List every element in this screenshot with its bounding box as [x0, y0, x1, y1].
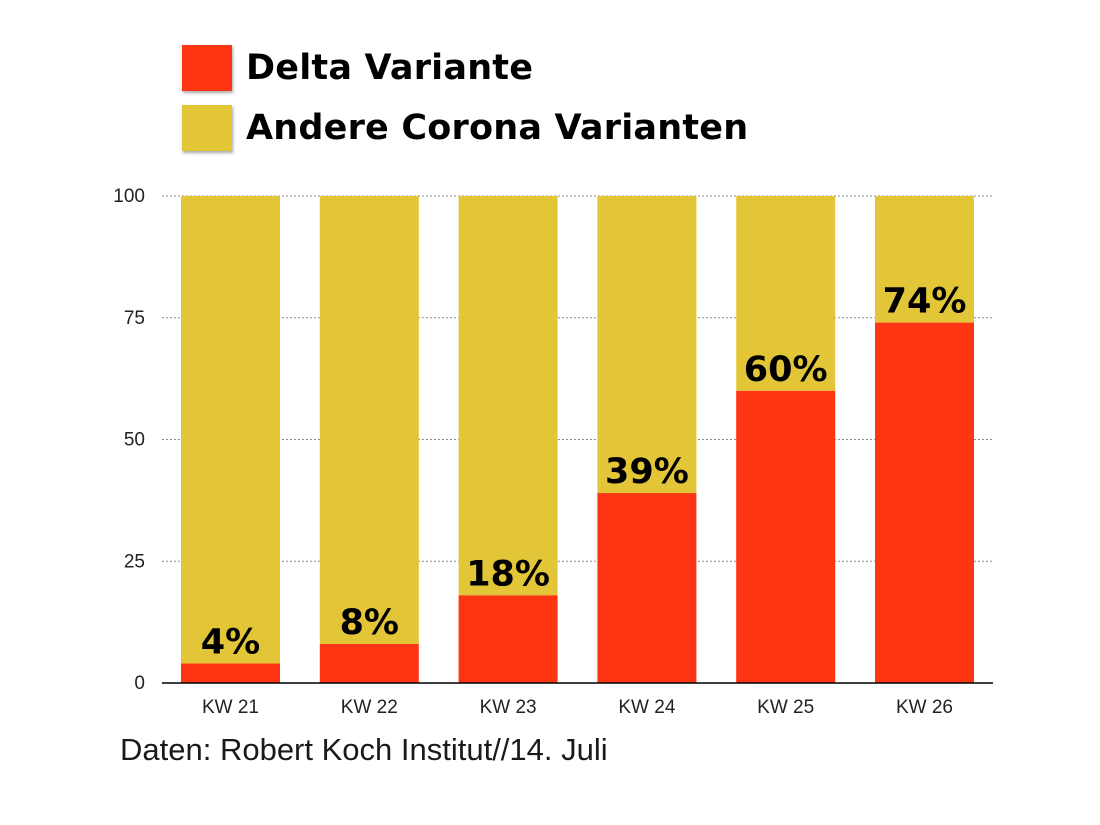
source-note: Daten: Robert Koch Institut//14. Juli — [120, 732, 608, 767]
bar-other — [597, 196, 697, 494]
bar-delta — [319, 644, 419, 683]
data-label: 74% — [883, 282, 967, 322]
grid-lines — [162, 195, 993, 562]
x-tick-label: KW 23 — [480, 697, 537, 718]
data-label: 39% — [605, 452, 689, 492]
bar-delta — [181, 663, 280, 683]
legend-item-other: Andere Corona Varianten — [182, 104, 748, 152]
bar-delta — [736, 390, 836, 683]
y-tick-label: 25 — [124, 551, 145, 572]
x-tick-label: KW 24 — [618, 697, 675, 718]
x-tick-label: KW 21 — [202, 697, 259, 718]
legend-label-other: Andere Corona Varianten — [246, 108, 749, 148]
bar-other — [875, 196, 974, 323]
axes: 0 25 50 75 100 KW 21 KW 22 KW 23 KW 24 KW 25 KW 26 — [113, 186, 993, 718]
data-label: 18% — [466, 554, 550, 594]
y-tick-label: 50 — [124, 430, 145, 451]
bar-delta — [458, 595, 558, 683]
y-tick-label: 0 — [134, 673, 145, 694]
legend: Delta Variante Andere Corona Varianten — [182, 44, 748, 164]
y-tick-label: 100 — [113, 186, 145, 207]
bar-other — [181, 196, 280, 664]
legend-swatch-other — [182, 105, 232, 151]
data-label: 4% — [201, 623, 260, 663]
y-tick-label: 75 — [124, 308, 145, 329]
bar-other — [736, 196, 836, 391]
data-label: 60% — [744, 350, 828, 390]
legend-item-delta: Delta Variante — [182, 44, 748, 92]
x-tick-label: KW 26 — [896, 697, 953, 718]
data-label: 8% — [340, 603, 399, 643]
bar-other — [319, 196, 419, 645]
data-labels: 4% 8% 18% 39% 60% 74% — [201, 282, 967, 663]
x-tick-label: KW 22 — [341, 697, 398, 718]
legend-label-delta: Delta Variante — [246, 48, 534, 88]
bar-delta — [875, 322, 974, 683]
bars — [181, 196, 974, 683]
legend-swatch-delta — [182, 45, 232, 91]
bar-other — [458, 196, 558, 596]
bar-delta — [597, 493, 697, 683]
x-tick-label: KW 25 — [757, 697, 814, 718]
